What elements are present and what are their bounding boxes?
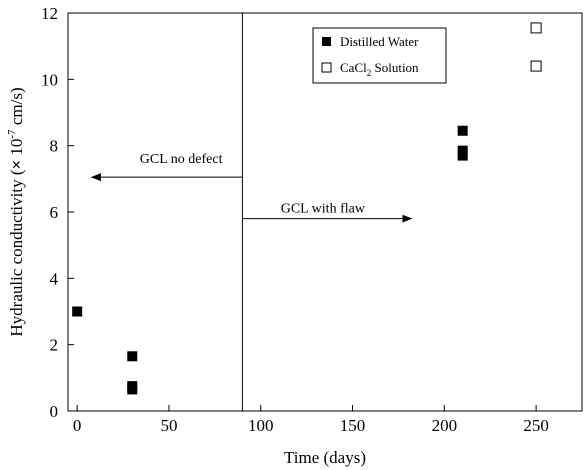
- y-tick-label: 0: [50, 402, 59, 421]
- legend-marker-cacl2-solution: [321, 62, 332, 73]
- annotation-no-defect: GCL no defect: [90, 152, 243, 182]
- legend-label-cacl2-solution: CaCl2 Solution: [340, 60, 419, 78]
- point-distilled-water: [457, 150, 468, 161]
- legend-label-distilled-water: Distilled Water: [340, 34, 419, 49]
- y-tick-label: 4: [50, 269, 59, 288]
- x-axis: 0 50 100 150 200 250: [73, 405, 549, 435]
- annotation-with-flaw: GCL with flaw: [242, 202, 413, 223]
- y-tick-label: 2: [50, 336, 59, 355]
- legend-marker-distilled-water: [322, 37, 331, 46]
- point-distilled-water: [127, 384, 138, 395]
- point-cacl2-solution: [530, 60, 542, 72]
- x-tick-label: 250: [523, 416, 549, 435]
- legend: Distilled Water CaCl2 Solution: [312, 27, 447, 84]
- y-tick-label: 12: [41, 4, 58, 23]
- x-tick-label: 200: [432, 416, 458, 435]
- annotation-label-no-defect: GCL no defect: [140, 152, 223, 167]
- point-distilled-water: [457, 125, 468, 136]
- x-tick-label: 0: [73, 416, 82, 435]
- x-axis-title: Time (days): [284, 448, 366, 467]
- x-tick-label: 50: [160, 416, 177, 435]
- y-axis-title: Hydraulic conductivity (× 10-7 cm/s): [6, 87, 26, 336]
- x-tick-label: 150: [340, 416, 366, 435]
- y-axis: 0 2 4 6 8 10 12: [41, 4, 74, 421]
- y-tick-label: 6: [50, 203, 59, 222]
- annotation-label-with-flaw: GCL with flaw: [281, 202, 366, 217]
- y-tick-label: 8: [50, 137, 59, 156]
- point-cacl2-solution: [530, 22, 542, 34]
- legend-box: [312, 27, 447, 84]
- point-distilled-water: [72, 306, 83, 317]
- data-points: [72, 22, 542, 395]
- x-tick-label: 100: [248, 416, 274, 435]
- point-distilled-water: [127, 351, 138, 362]
- y-tick-label: 10: [41, 70, 58, 89]
